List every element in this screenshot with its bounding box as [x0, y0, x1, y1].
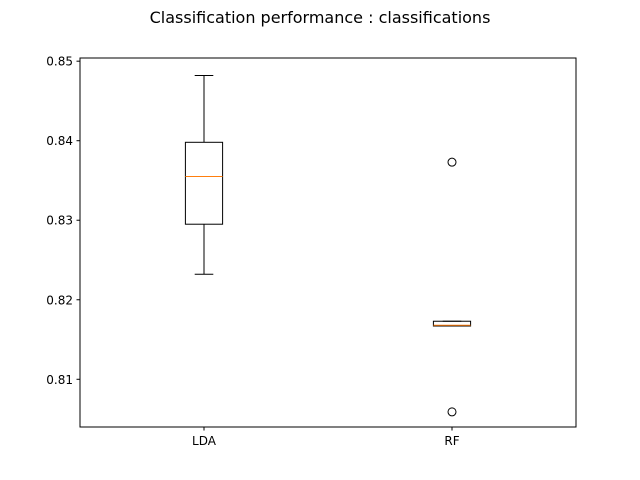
- y-tick-label: 0.81: [46, 373, 73, 387]
- chart-title: Classification performance : classificat…: [150, 8, 491, 27]
- y-tick-label: 0.82: [46, 293, 73, 307]
- outlier-point: [447, 157, 457, 167]
- y-tick-label: 0.83: [46, 214, 73, 228]
- plot-area: 0.81 0.82 0.83 0.84 0.85 LDA RF: [46, 55, 577, 448]
- y-tick-label: 0.84: [46, 134, 73, 148]
- y-tick-label: 0.85: [46, 55, 73, 69]
- axes-frame: [79, 57, 577, 428]
- outlier-point: [447, 407, 457, 417]
- x-tick-label: RF: [444, 434, 459, 448]
- box: [184, 141, 224, 225]
- x-tick-label: LDA: [192, 434, 217, 448]
- box: [432, 320, 472, 327]
